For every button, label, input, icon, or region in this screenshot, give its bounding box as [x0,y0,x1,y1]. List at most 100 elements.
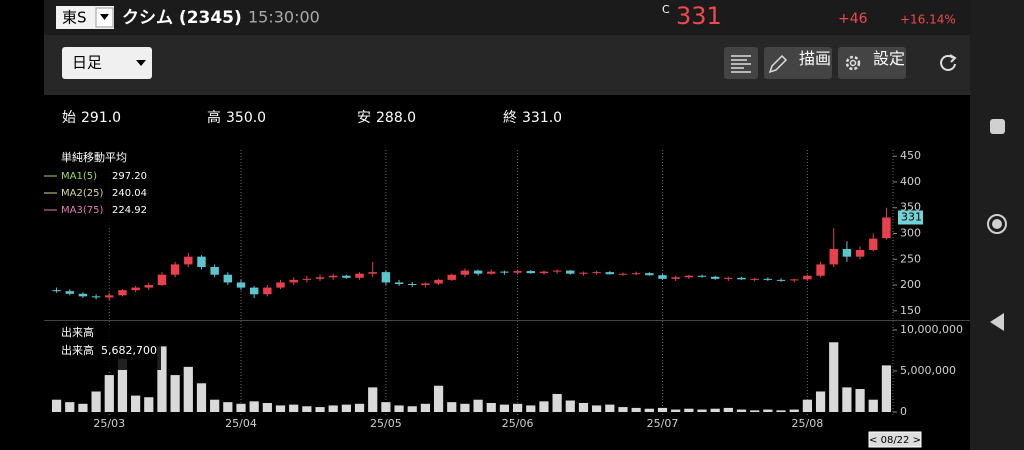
refresh-icon[interactable] [940,55,956,71]
volume-bar [684,408,694,412]
volume-bar [302,406,312,412]
volume-bar [671,409,681,412]
x-tick-label: 25/06 [502,417,534,430]
candle-body [118,290,127,296]
grid: 25/03 25/04 25/05 25/06 25/07 25/08 150 200 250 3… [44,149,970,430]
volume-bar [91,391,101,412]
candle-body [157,274,167,286]
volume-bar [65,402,75,412]
candle-body [750,278,759,280]
volume-bar [236,403,246,412]
volume-bar [881,365,892,412]
volume-bar [473,399,483,412]
ohlc-row: 始 291.0 高 350.0 安 288.0 終 331.0 [62,109,562,126]
close-mark: C [662,3,670,16]
candle-body [882,217,891,239]
candle-body [170,264,180,275]
volume-bar [223,402,233,412]
candle-body [789,279,799,281]
nav-recents[interactable] [990,119,1005,134]
legend-name: MA1(5) [61,171,97,182]
volume-bar [736,409,747,412]
period-select[interactable] [62,47,152,79]
candle-body [223,274,233,283]
volume-bar [697,409,707,412]
candle-body [197,256,206,267]
volume-bar [157,346,167,412]
volume-bar [117,358,128,412]
candle-body [447,274,456,280]
candle-body [342,275,351,278]
volume-bar [289,404,299,412]
volume-bar [249,401,259,412]
x-tick-label: 25/08 [792,417,824,430]
candle-body [263,287,272,295]
volume-bar [486,402,496,412]
volume-bar [710,408,720,412]
y-tick-label: 400 [900,175,921,188]
volume-bar [723,407,733,412]
y-tick-label: 200 [900,278,921,291]
nav-back[interactable] [990,313,1004,331]
candle-body [552,270,562,272]
candle-body [605,272,615,275]
volume-bar [262,402,272,412]
legend-name: MA2(25) [61,188,103,199]
last-price-tag [898,210,923,225]
volume-bar [829,342,839,412]
legend-name: MA3(75) [61,205,103,216]
volume-bar [539,401,549,412]
volume-bar [868,399,878,412]
volume-bar [407,406,417,412]
candle-body [460,270,470,275]
y-tick-label: 0 [900,405,907,418]
candle-body [355,273,364,278]
volume-label: 出来高 [61,343,94,357]
volume-bar [78,403,88,412]
volume-bar [802,399,812,412]
candle-body [131,287,140,291]
x-tick-label: 25/05 [370,417,402,430]
volume-bar [763,409,773,412]
candle-body [65,291,74,294]
ohlc-value: 350.0 [226,110,266,126]
indicator-button[interactable] [724,47,758,79]
settings-button[interactable] [838,47,906,79]
volume-bar [512,403,523,412]
volume-bar [605,404,615,412]
marks: 331 < 08/22 > [51,207,923,448]
volume-bar [855,389,865,412]
volume-bar [328,405,338,412]
nav-home[interactable] [987,214,1007,234]
draw-button[interactable] [764,47,832,79]
candle-body [763,278,773,280]
candle-body [52,290,61,292]
candle-body [328,275,338,278]
volume-bar [644,408,654,412]
x-tick-label: 25/04 [225,417,257,430]
volume-bar [750,410,760,412]
ohlc-value: 331.0 [522,110,562,126]
x-tick-label: 25/03 [93,417,125,430]
legend-box [57,148,157,228]
candle-body [210,266,219,275]
legend-value: 297.20 [112,171,147,182]
volume-bar [104,375,114,412]
candle-body [631,273,641,275]
candle-body [658,275,667,279]
candle-body [618,273,628,275]
volume-bar [394,405,404,412]
y-tick-label: 150 [900,304,921,317]
ohlc-label: 高 [207,109,221,126]
ohlc-value: 291.0 [81,110,121,126]
volume-bar [565,400,575,412]
y-tick-label: 350 [900,201,921,214]
nav-home-dot [992,219,1002,229]
candle-body [855,249,865,257]
volume-bar [381,402,391,412]
candle-body [105,295,114,298]
volume-bar [144,397,154,412]
candle-body [78,293,88,297]
volume-bar [196,383,207,412]
